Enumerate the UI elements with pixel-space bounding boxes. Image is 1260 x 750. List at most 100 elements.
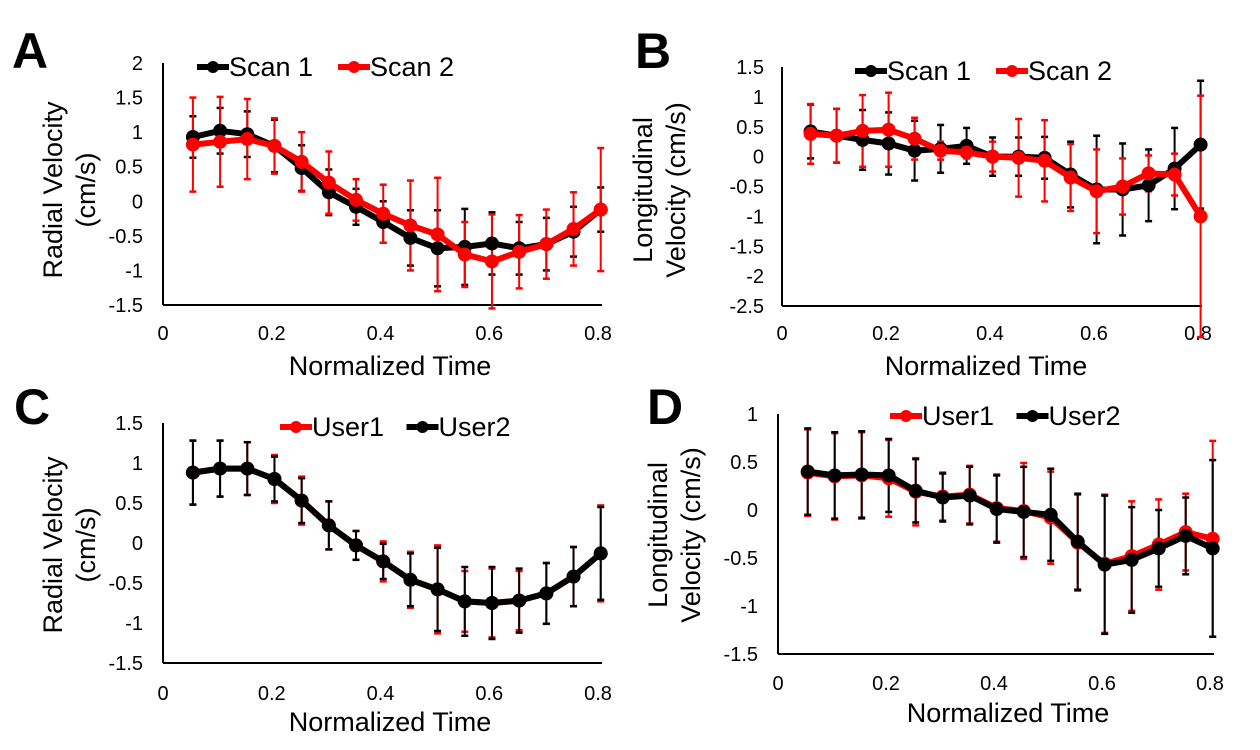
y-tick-label: 1: [747, 404, 758, 426]
data-point: [321, 175, 336, 190]
x-tick-label: 0.8: [1196, 673, 1224, 695]
legend-item: Scan 1: [855, 56, 971, 86]
data-point: [484, 236, 499, 251]
data-point: [376, 554, 391, 569]
data-point: [1167, 167, 1182, 182]
series-line-group: [185, 461, 608, 610]
y-tick-label: 1: [132, 122, 143, 144]
data-point: [430, 241, 445, 256]
x-tick-label: 0.6: [475, 683, 503, 705]
legend-label: Scan 1: [887, 56, 971, 86]
y-tick-label: 0.5: [736, 117, 764, 139]
legend-swatch-marker: [900, 410, 912, 422]
data-point: [803, 126, 818, 141]
y-tick-label: 1.5: [736, 57, 764, 79]
legend-item: Scan 2: [996, 56, 1112, 86]
panel-b: B 1.5 1 0.5 0 -0.5 -1 -1.5 -2 -2.5 0 0.2 0.4 0.6 0.8 No…: [628, 23, 1212, 381]
data-point: [881, 122, 896, 137]
y-tick-label: 0.5: [730, 452, 758, 474]
data-point: [1151, 541, 1166, 556]
legend-swatch-marker: [1026, 410, 1039, 422]
data-point: [294, 493, 309, 508]
data-point: [403, 230, 418, 245]
y-tick-label: 2: [132, 53, 143, 75]
data-point: [959, 145, 974, 160]
data-point: [800, 464, 815, 479]
x-tick-label: 0: [157, 683, 168, 705]
y-axis-title-line1: Radial Velocity: [38, 101, 68, 279]
x-tick-label: 0.8: [584, 323, 612, 345]
data-point: [430, 582, 445, 597]
data-point: [185, 137, 200, 152]
y-tick-label: 1: [753, 87, 764, 109]
data-point: [213, 461, 228, 476]
y-axis-title-line2: Velocity (cm/s): [661, 102, 691, 278]
data-point: [935, 490, 950, 505]
x-tick-label: 0.2: [872, 323, 900, 345]
y-tick-label: -0.5: [730, 177, 764, 199]
y-tick-label: -1.5: [109, 653, 143, 675]
legend-swatch-marker: [1006, 65, 1018, 77]
data-point: [907, 131, 922, 146]
data-point: [294, 154, 309, 169]
data-point: [962, 488, 977, 503]
data-point: [908, 483, 923, 498]
y-tick-label: -2.5: [730, 296, 764, 318]
data-point: [1115, 179, 1130, 194]
data-point: [376, 206, 391, 221]
x-tick-label: 0.8: [1184, 323, 1212, 345]
data-point: [267, 138, 282, 153]
y-axis-title-line2: Velocity (cm/s): [676, 447, 706, 623]
data-point: [1124, 552, 1139, 567]
y-tick-label: -1.5: [730, 236, 764, 258]
y-tick-label: 0: [747, 500, 758, 522]
x-tick-label: 0.6: [475, 323, 503, 345]
x-tick-label: 0.4: [367, 683, 395, 705]
x-tick-label: 0: [776, 323, 787, 345]
y-axis-title-line1: Radial Velocity: [38, 456, 68, 634]
data-point: [240, 132, 255, 147]
legend-item: User2: [406, 412, 511, 442]
data-point: [1205, 541, 1220, 556]
legend-item: User1: [890, 401, 994, 431]
x-tick-label: 0.8: [584, 683, 612, 705]
data-point: [566, 569, 581, 584]
series-line-group: [800, 464, 1220, 572]
data-point: [349, 192, 364, 207]
legend-label: User1: [922, 401, 994, 431]
legend-label: Scan 2: [1028, 56, 1112, 86]
data-point: [1016, 504, 1031, 519]
panel-a: A 2 1.5 1 0.5 0 -0.5 -1 -1.5 0 0.2 0.4 0.6 0.8 Normali…: [12, 23, 612, 381]
legend-label: User2: [1049, 401, 1121, 431]
series-line: [192, 465, 603, 606]
series-line-group: [185, 132, 608, 269]
y-tick-label: 1.5: [115, 413, 143, 435]
x-tick-label: 0.6: [1080, 323, 1108, 345]
data-point: [1141, 166, 1156, 181]
data-point: [512, 593, 527, 608]
data-point: [213, 123, 228, 138]
data-point: [1037, 153, 1052, 168]
x-axis-title: Normalized Time: [907, 698, 1110, 728]
data-point: [321, 518, 336, 533]
y-axis-title-line2: (cm/s): [71, 153, 101, 228]
data-point: [1070, 534, 1085, 549]
panel-d: D 1 0.5 0 -0.5 -1 -1.5 0 0.2 0.4 0.6 0.8 Normalized …: [643, 379, 1224, 728]
y-tick-label: 0.5: [115, 493, 143, 515]
legend-label: Scan 1: [229, 52, 313, 82]
legend-swatch-marker: [865, 65, 877, 77]
data-point: [593, 546, 608, 561]
data-point: [1097, 557, 1112, 572]
x-axis-title: Normalized Time: [289, 707, 492, 737]
data-point: [512, 244, 527, 259]
series-line: [192, 127, 603, 252]
legend-item: Scan 1: [197, 52, 313, 82]
data-point: [185, 465, 200, 480]
y-axis-title-line1: Longitudinal: [643, 462, 673, 608]
legend-swatch-marker: [348, 61, 360, 73]
series-line: [807, 468, 1214, 568]
x-axis-title: Normalized Time: [289, 351, 492, 381]
data-point: [484, 596, 499, 610]
legend-item: User1: [280, 412, 384, 442]
data-point: [349, 538, 364, 553]
